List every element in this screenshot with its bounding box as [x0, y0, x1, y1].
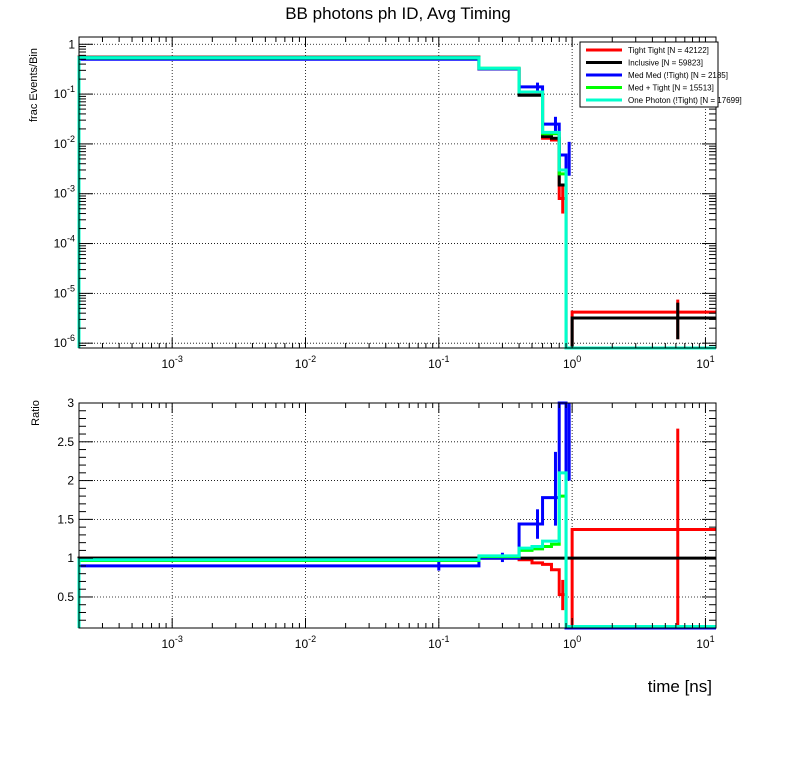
- bottom-series-4-line: [77, 471, 716, 628]
- top-xtick-label: 100: [563, 354, 581, 371]
- bottom-xtick-label: 10-1: [428, 634, 449, 651]
- legend-entry-2: Med Med (!Tight) [N = 2185]: [628, 71, 728, 80]
- bottom-series-2-line: [77, 401, 716, 630]
- bottom-panel: 10-3 10-2 10-1 100 101 0.5 1 1.5 2 2.5 3 Ratio: [30, 396, 717, 651]
- top-xtick-label: 10-2: [295, 354, 316, 371]
- bottom-ytick-label: 3: [67, 396, 74, 410]
- bottom-xtick-label: 100: [563, 634, 581, 651]
- bottom-xtick-label: 10-2: [295, 634, 316, 651]
- top-xtick-label: 10-1: [428, 354, 449, 371]
- legend-entry-3: Med + Tight [N = 15513]: [628, 84, 714, 93]
- bottom-ytick-label: 1.5: [57, 512, 74, 526]
- top-ytick-label: 10-2: [54, 134, 75, 151]
- top-xtick-label: 10-3: [161, 354, 182, 371]
- top-xtick-label: 101: [696, 354, 714, 371]
- legend-entry-1: Inclusive [N = 59823]: [628, 59, 703, 68]
- bottom-frame: [78, 402, 717, 629]
- bottom-ytick-label: 2: [67, 474, 74, 488]
- bottom-series-group: [77, 401, 716, 630]
- legend-entry-0: Tight Tight [N = 42122]: [628, 46, 709, 55]
- top-ytick-label: 10-3: [54, 184, 75, 201]
- top-series-group: [77, 55, 716, 350]
- bottom-series-0-line: [77, 527, 716, 630]
- bottom-ytick-label: 0.5: [57, 590, 74, 604]
- top-series-4-line: [77, 56, 716, 350]
- bottom-series-1-line: [77, 556, 716, 628]
- top-ytick-label: 10-6: [54, 333, 75, 350]
- top-ytick-label: 1: [68, 37, 75, 51]
- top-panel: 10-3 10-2 10-1 100 101 10-6 10-5 10-4 10-3 10-2 10…: [28, 36, 717, 371]
- top-grid: [79, 37, 716, 348]
- bottom-xtick-label: 101: [696, 634, 714, 651]
- legend: Tight Tight [N = 42122] Inclusive [N = 59…: [579, 41, 742, 108]
- bottom-xlabel: time [ns]: [648, 677, 712, 696]
- bottom-axes: 10-3 10-2 10-1 100 101 0.5 1 1.5 2 2.5 3: [57, 396, 717, 651]
- top-ytick-label: 10-4: [54, 234, 75, 251]
- bottom-ytick-label: 1: [67, 551, 74, 565]
- top-ytick-label: 10-5: [54, 283, 75, 300]
- top-ylabel: frac Events/Bin: [28, 48, 40, 122]
- top-frame: [78, 36, 717, 349]
- bottom-series-3-line: [77, 494, 716, 628]
- bottom-grid: [79, 402, 716, 628]
- bottom-ylabel: Ratio: [30, 400, 42, 426]
- legend-entry-4: One Photon (!Tight) [N = 17699]: [628, 96, 742, 105]
- top-ytick-label: 10-1: [54, 84, 75, 101]
- chart-title: BB photons ph ID, Avg Timing: [285, 4, 511, 23]
- bottom-ytick-label: 2.5: [57, 435, 74, 449]
- bottom-xtick-label: 10-3: [161, 634, 182, 651]
